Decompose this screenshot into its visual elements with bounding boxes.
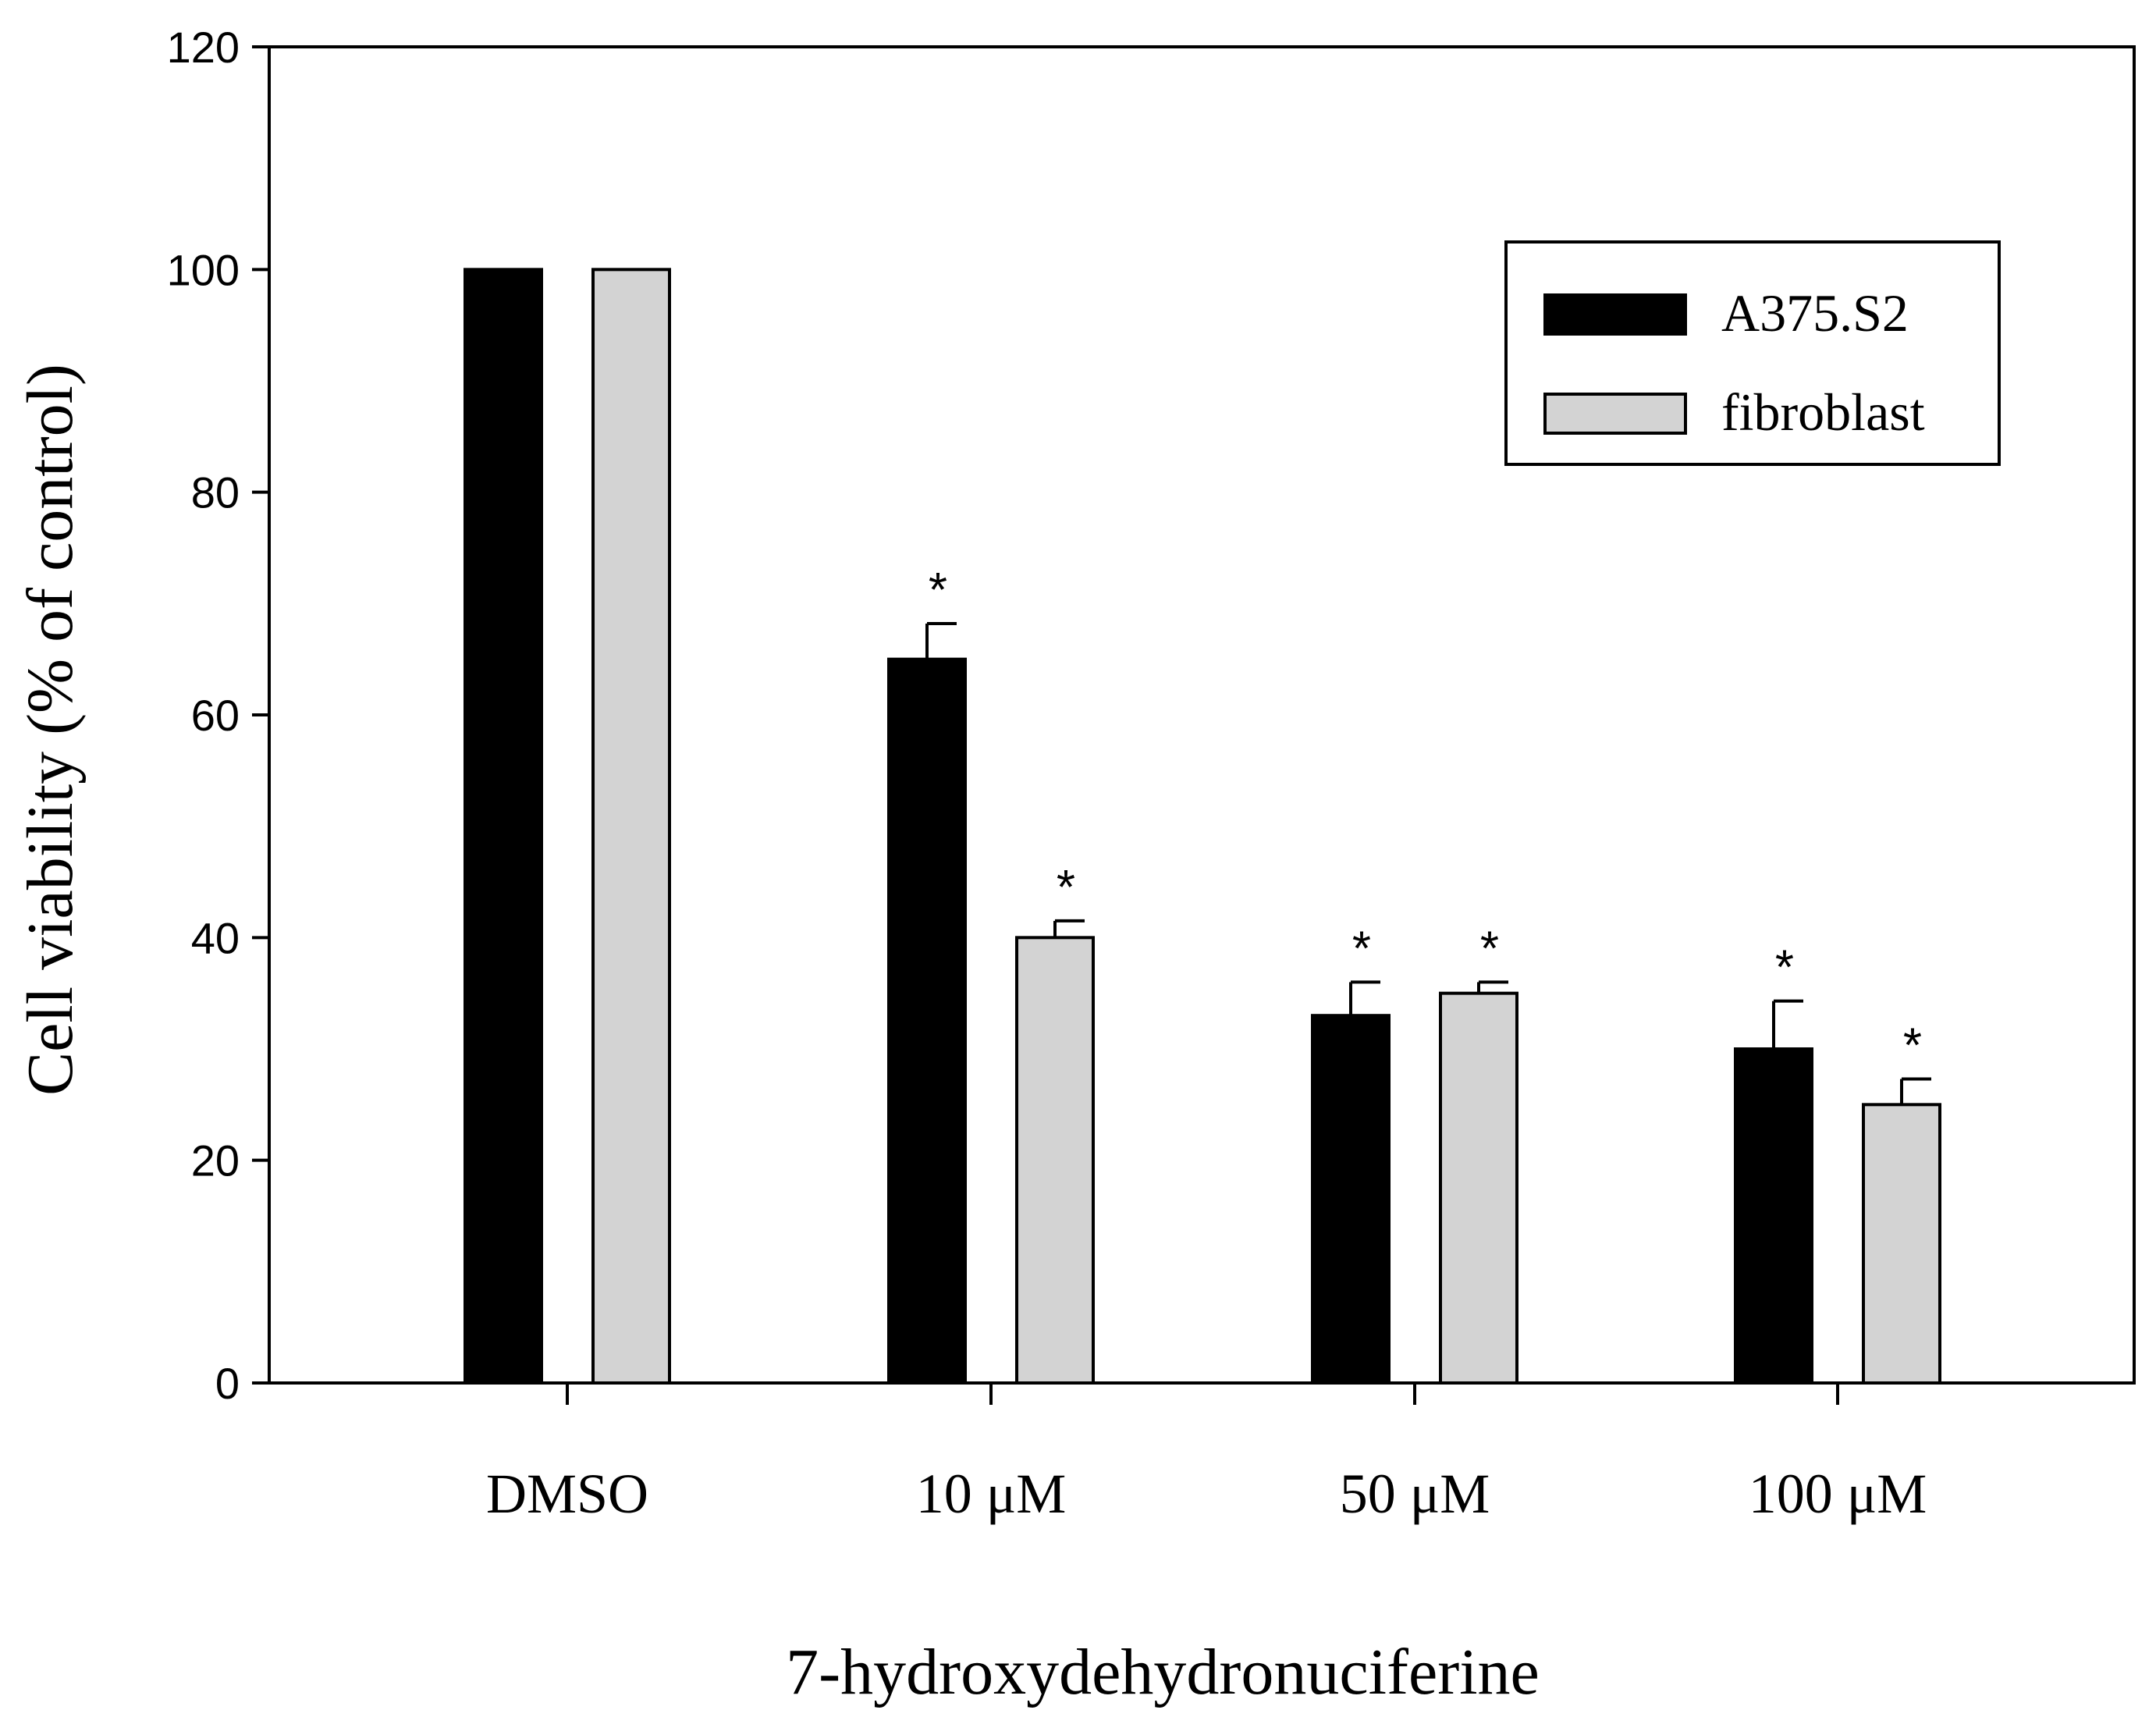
y-tick-label: 20 xyxy=(191,1136,240,1186)
y-axis: 0 20 40 60 80 100 120 xyxy=(167,23,269,1408)
x-tick-label: 50 μM xyxy=(1340,1463,1490,1525)
x-axis-title: 7-hydroxydehydronuciferine xyxy=(786,1636,1540,1708)
significance-marker: * xyxy=(1903,1019,1922,1073)
x-tick-label: 10 μM xyxy=(916,1463,1067,1525)
legend-swatch xyxy=(1543,293,1687,336)
bar-a375-s2 xyxy=(1311,1014,1391,1385)
bars: * * * * * * xyxy=(464,268,1941,1385)
significance-marker: * xyxy=(1775,941,1794,995)
x-axis: DMSO 10 μM 50 μM 100 μM xyxy=(486,1383,1927,1525)
legend-label: fibroblast xyxy=(1721,382,1925,442)
bar-a375-s2 xyxy=(1734,1047,1813,1385)
y-tick-label: 0 xyxy=(215,1359,240,1408)
y-tick-label: 120 xyxy=(167,23,240,72)
legend: A375.S2 fibroblast xyxy=(1504,240,2001,466)
bar-a375-s2 xyxy=(464,268,543,1385)
x-tick-label: 100 μM xyxy=(1749,1463,1927,1525)
x-tick-label: DMSO xyxy=(486,1463,648,1525)
significance-marker: * xyxy=(1480,922,1499,976)
y-tick-label: 100 xyxy=(167,245,240,294)
bar-fibroblast xyxy=(1015,936,1095,1385)
y-tick-label: 40 xyxy=(191,913,240,962)
significance-marker: * xyxy=(929,563,947,617)
bar-fibroblast xyxy=(1439,991,1518,1385)
bar-a375-s2 xyxy=(887,657,967,1385)
legend-swatch xyxy=(1543,393,1687,435)
bar-fibroblast xyxy=(1862,1103,1941,1385)
y-tick-label: 60 xyxy=(191,691,240,740)
bar-fibroblast xyxy=(591,268,671,1385)
significance-marker: * xyxy=(1352,922,1371,976)
y-tick-label: 80 xyxy=(191,468,240,517)
significance-marker: * xyxy=(1057,861,1075,915)
legend-label: A375.S2 xyxy=(1721,283,1909,343)
y-axis-title: Cell viability (% of control) xyxy=(14,364,87,1096)
